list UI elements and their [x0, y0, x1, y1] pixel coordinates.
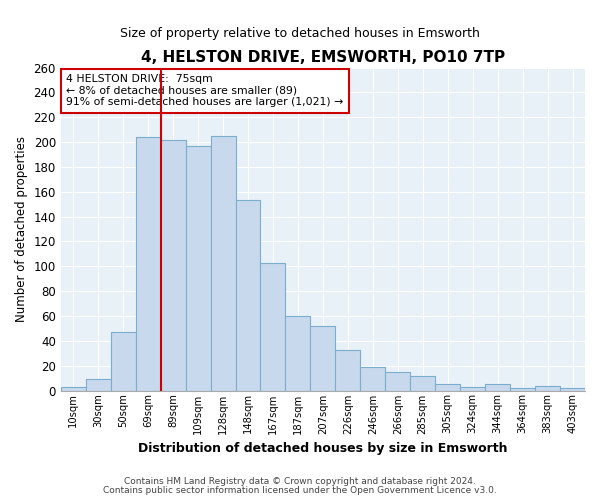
Bar: [460, 387, 485, 390]
Bar: [485, 384, 510, 390]
Bar: [510, 388, 535, 390]
Title: 4, HELSTON DRIVE, EMSWORTH, PO10 7TP: 4, HELSTON DRIVE, EMSWORTH, PO10 7TP: [141, 50, 505, 65]
Bar: [161, 140, 185, 390]
Bar: [385, 372, 410, 390]
Bar: [361, 367, 385, 390]
Bar: [560, 388, 585, 390]
Bar: [211, 136, 236, 390]
Bar: [86, 380, 111, 390]
Bar: [136, 137, 161, 390]
Bar: [260, 262, 286, 390]
Text: 4 HELSTON DRIVE:  75sqm
← 8% of detached houses are smaller (89)
91% of semi-det: 4 HELSTON DRIVE: 75sqm ← 8% of detached …: [66, 74, 343, 107]
Bar: [335, 350, 361, 391]
Bar: [310, 326, 335, 390]
Bar: [410, 376, 435, 390]
Bar: [236, 200, 260, 390]
Y-axis label: Number of detached properties: Number of detached properties: [15, 136, 28, 322]
Bar: [286, 316, 310, 390]
Bar: [535, 386, 560, 390]
X-axis label: Distribution of detached houses by size in Emsworth: Distribution of detached houses by size …: [138, 442, 508, 455]
Bar: [61, 387, 86, 390]
Bar: [435, 384, 460, 390]
Text: Contains public sector information licensed under the Open Government Licence v3: Contains public sector information licen…: [103, 486, 497, 495]
Text: Size of property relative to detached houses in Emsworth: Size of property relative to detached ho…: [120, 28, 480, 40]
Text: Contains HM Land Registry data © Crown copyright and database right 2024.: Contains HM Land Registry data © Crown c…: [124, 477, 476, 486]
Bar: [111, 332, 136, 390]
Bar: [185, 146, 211, 390]
